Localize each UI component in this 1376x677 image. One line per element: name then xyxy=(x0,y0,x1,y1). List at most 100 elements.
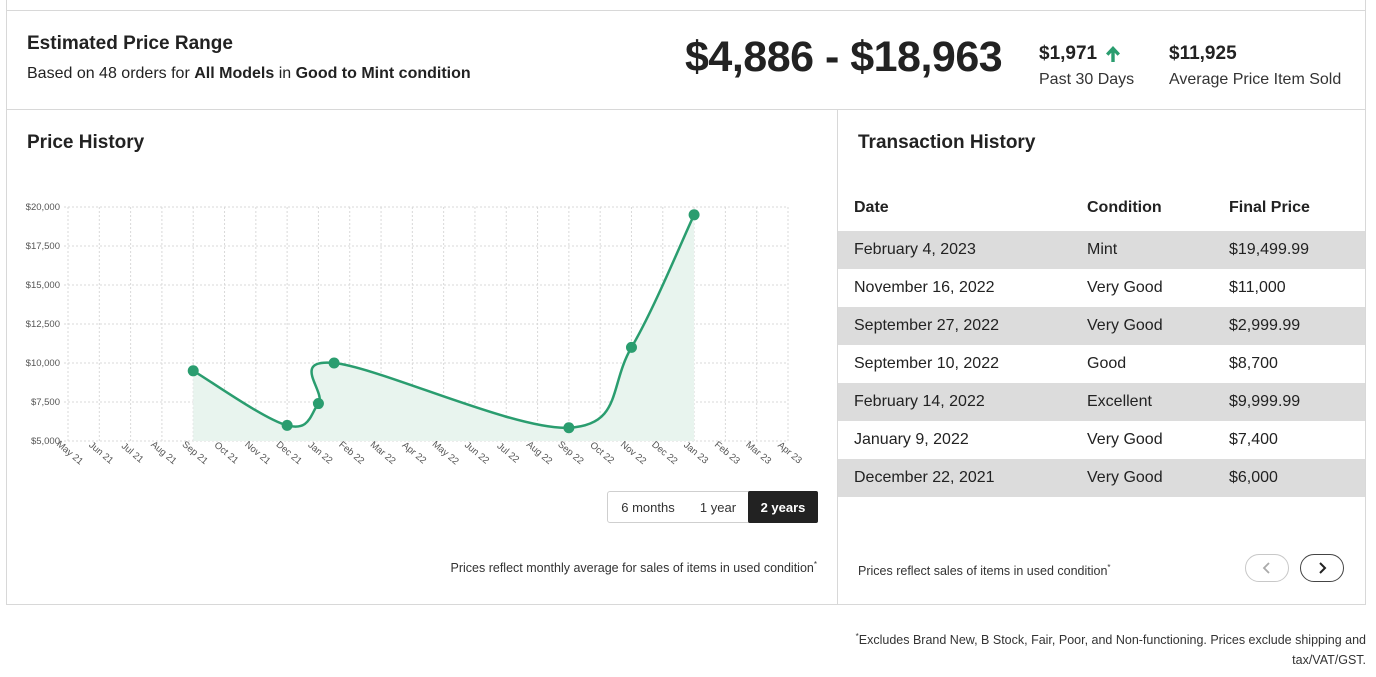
transaction-footnote-mark: * xyxy=(1107,563,1111,572)
cell-condition: Excellent xyxy=(1071,383,1213,421)
basis-prefix: Based on 48 orders for xyxy=(27,65,190,82)
table-row: September 10, 2022 Good $8,700 xyxy=(838,345,1365,383)
basis-condition: Good to Mint condition xyxy=(295,65,471,82)
x-tick-label: Feb 22 xyxy=(336,439,366,466)
average-price-stat: $11,925 Average Price Item Sold xyxy=(1169,43,1341,89)
x-tick-label: Dec 22 xyxy=(649,439,679,467)
x-tick-label: Oct 22 xyxy=(588,440,617,466)
estimated-price-range-panel: Estimated Price Range Based on 48 orders… xyxy=(7,11,1365,110)
y-tick-label: $5,000 xyxy=(31,436,60,447)
price-history-chart: $5,000 $7,500 $10,000 $12,500 $15,000 $17,500… xyxy=(26,202,804,467)
next-page-button[interactable] xyxy=(1300,554,1344,582)
cell-date: September 27, 2022 xyxy=(838,307,1071,345)
range-toggle-group: 6 months 1 year 2 years xyxy=(607,491,818,523)
x-tick-label: May 22 xyxy=(430,439,461,467)
price-area-fill xyxy=(193,214,695,441)
y-tick-label: $7,500 xyxy=(31,397,60,408)
cell-final-price: $2,999.99 xyxy=(1213,307,1365,345)
column-header-condition: Condition xyxy=(1087,199,1162,216)
top-divider xyxy=(6,0,1366,11)
x-tick-label: Dec 21 xyxy=(274,439,304,467)
x-tick-label: Nov 21 xyxy=(242,439,272,467)
price-range-value: $4,886 - $18,963 xyxy=(685,33,1003,81)
range-2-years-button[interactable]: 2 years xyxy=(748,491,818,523)
price-point xyxy=(187,365,199,377)
transaction-table: Date Condition Final Price February 4, 2… xyxy=(838,185,1365,497)
price-history-title: Price History xyxy=(27,132,145,153)
transaction-footnote-text: Prices reflect sales of items in used co… xyxy=(858,564,1108,579)
cell-final-price: $6,000 xyxy=(1213,459,1365,497)
y-tick-label: $15,000 xyxy=(26,280,60,291)
cell-condition: Very Good xyxy=(1087,279,1163,296)
x-tick-label: Aug 22 xyxy=(524,439,554,467)
basis-models: All Models xyxy=(194,65,275,82)
price-history-footnote-mark: * xyxy=(813,560,817,569)
table-row: February 4, 2023 Mint $19,499.99 xyxy=(838,231,1365,269)
cell-final-price: $8,700 xyxy=(1229,355,1278,372)
x-tick-label: Sep 21 xyxy=(180,439,210,467)
x-tick-label: Jan 22 xyxy=(306,440,335,467)
transaction-history-title: Transaction History xyxy=(858,132,1036,153)
price-guide-card: Estimated Price Range Based on 48 orders… xyxy=(6,11,1366,605)
average-price-value: $11,925 xyxy=(1169,43,1237,64)
cell-date: February 4, 2023 xyxy=(838,231,1071,269)
x-tick-label: Mar 23 xyxy=(743,439,773,466)
x-tick-label: Aug 21 xyxy=(148,439,178,467)
column-header-final-price: Final Price xyxy=(1229,199,1310,216)
cell-date: November 16, 2022 xyxy=(854,279,995,296)
average-price-label: Average Price Item Sold xyxy=(1169,71,1342,88)
price-point xyxy=(688,209,700,221)
x-tick-label: Oct 21 xyxy=(212,440,241,466)
cell-date: December 22, 2021 xyxy=(838,459,1071,497)
transaction-history-panel: Transaction History Date Condition Final… xyxy=(838,110,1365,605)
estimated-price-range-title: Estimated Price Range xyxy=(27,33,233,54)
x-tick-label: Jun 21 xyxy=(86,440,115,467)
cell-final-price: $9,999.99 xyxy=(1213,383,1365,421)
cell-date: February 14, 2022 xyxy=(838,383,1071,421)
x-tick-label: Feb 23 xyxy=(712,439,742,466)
cell-final-price: $7,400 xyxy=(1229,431,1278,448)
table-row: November 16, 2022 Very Good $11,000 xyxy=(838,269,1365,307)
x-tick-label: Jan 23 xyxy=(681,440,710,467)
exclusions-note-text: Excludes Brand New, B Stock, Fair, Poor,… xyxy=(858,633,1366,668)
table-row: January 9, 2022 Very Good $7,400 xyxy=(838,421,1365,459)
y-tick-label: $12,500 xyxy=(26,319,60,330)
x-tick-label: Nov 22 xyxy=(618,439,648,467)
cell-condition: Very Good xyxy=(1071,307,1213,345)
transaction-table-header: Date Condition Final Price xyxy=(838,185,1365,231)
range-1-year-button[interactable]: 1 year xyxy=(699,499,737,515)
x-tick-label: May 21 xyxy=(54,439,85,467)
past-30-days-value: $1,971 xyxy=(1039,43,1098,64)
x-tick-label: Mar 22 xyxy=(368,439,398,466)
price-point xyxy=(625,341,637,353)
cell-condition: Mint xyxy=(1071,231,1213,269)
cell-date: January 9, 2022 xyxy=(854,431,969,448)
x-tick-label: Sep 22 xyxy=(555,439,585,467)
exclusions-note-mark: * xyxy=(855,632,859,641)
y-tick-label: $20,000 xyxy=(26,202,60,213)
price-history-footnote-text: Prices reflect monthly average for sales… xyxy=(450,561,814,576)
table-row: February 14, 2022 Excellent $9,999.99 xyxy=(838,383,1365,421)
cell-final-price: $11,000 xyxy=(1229,279,1286,296)
price-history-panel: Price History $5,000 $7,500 $10,000 $12,500… xyxy=(7,110,838,605)
cell-condition: Very Good xyxy=(1071,459,1213,497)
range-6-months-button[interactable]: 6 months xyxy=(621,499,675,515)
chevron-right-icon xyxy=(1319,562,1327,574)
previous-page-button[interactable] xyxy=(1245,554,1289,582)
price-point xyxy=(328,357,340,369)
price-point xyxy=(312,398,324,410)
x-tick-label: Apr 22 xyxy=(400,440,429,466)
arrow-up-icon xyxy=(1106,46,1121,62)
price-history-footnote: Prices reflect monthly average for sales… xyxy=(451,560,818,575)
x-tick-label: Apr 23 xyxy=(775,440,804,466)
estimate-basis-text: Based on 48 orders for All Models in Goo… xyxy=(27,65,471,83)
x-tick-label: Jun 22 xyxy=(462,440,491,467)
y-tick-label: $10,000 xyxy=(26,358,60,369)
cell-date: September 10, 2022 xyxy=(854,355,999,372)
past-30-days-stat: $1,971 Past 30 Days xyxy=(1039,43,1134,89)
price-point xyxy=(563,422,575,434)
cell-condition: Good xyxy=(1087,355,1127,372)
past-30-days-label: Past 30 Days xyxy=(1039,71,1135,88)
exclusions-note: *Excludes Brand New, B Stock, Fair, Poor… xyxy=(846,627,1366,670)
x-tick-label: Jul 21 xyxy=(119,441,145,466)
